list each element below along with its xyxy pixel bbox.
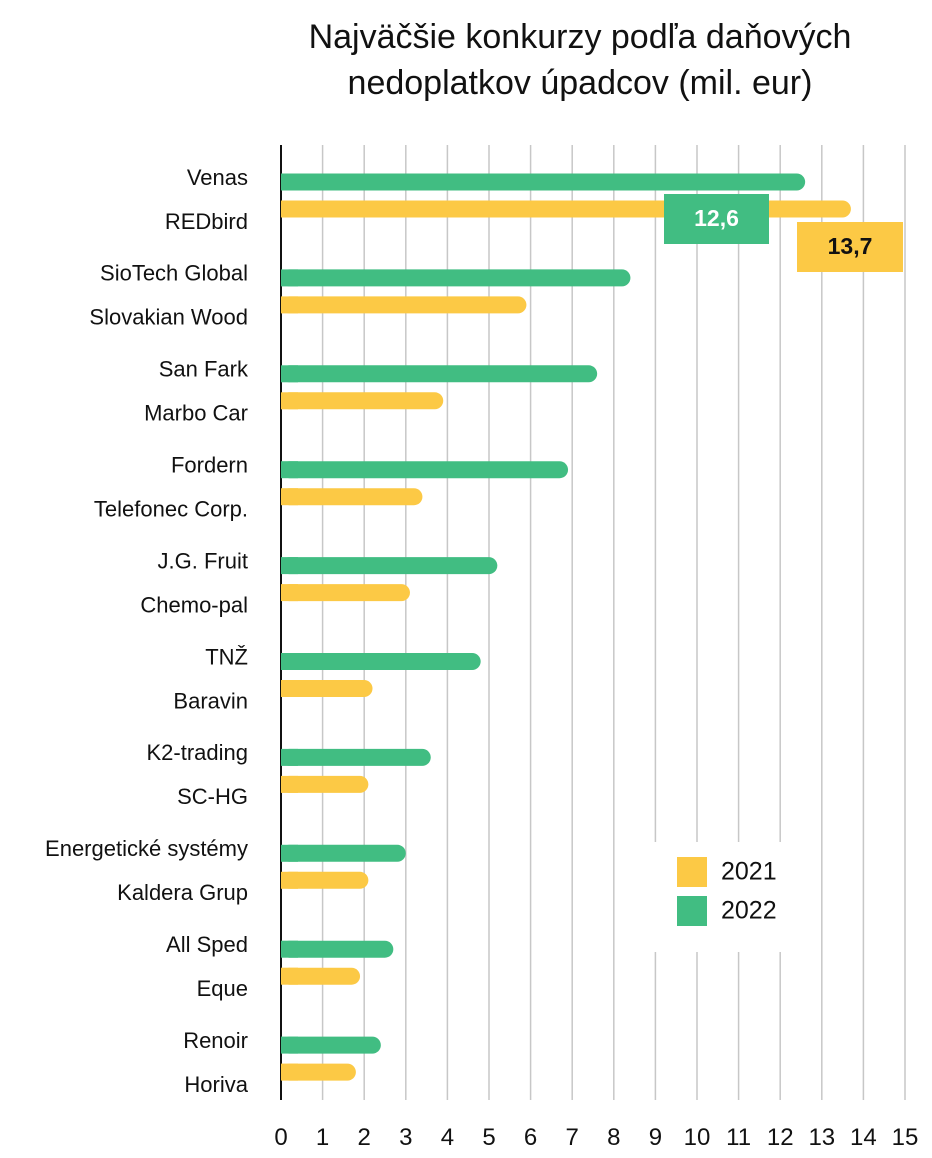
bar-eque — [281, 967, 361, 985]
category-label-energeticke-systemy: Energetické systémy — [45, 836, 248, 861]
x-tick-label-14: 14 — [850, 1124, 877, 1151]
x-tick-label-8: 8 — [607, 1124, 620, 1151]
annotation-box-2022 — [664, 194, 769, 244]
bar-slovakian-wood-base — [281, 296, 298, 314]
category-label-horiva: Horiva — [184, 1072, 248, 1097]
legend-swatch-2021 — [677, 857, 707, 887]
bar-tnz — [281, 653, 481, 670]
category-label-renoir: Renoir — [183, 1028, 248, 1053]
bar-eque-base — [281, 967, 298, 985]
bar-all-sped-base — [281, 940, 298, 958]
category-label-k2-trading: K2-trading — [146, 740, 248, 765]
bar-k2-trading — [281, 748, 431, 766]
legend-label-2021: 2021 — [721, 858, 777, 886]
bar-kaldera-grup — [281, 871, 369, 889]
x-tick-label-4: 4 — [441, 1124, 454, 1151]
category-label-san-fark: San Fark — [159, 357, 249, 382]
category-labels: Venas REDbird SioTech Global Slovakian Wood… — [45, 165, 249, 1097]
bar-venas-base — [281, 173, 298, 191]
bar-baravin-base — [281, 680, 298, 697]
x-tick-label-5: 5 — [482, 1124, 495, 1151]
x-axis-ticks: 0 1 2 3 4 5 6 7 8 9 10 11 12 13 14 15 — [274, 1124, 918, 1151]
x-tick-label-9: 9 — [649, 1124, 662, 1151]
bar-fordern-base — [281, 461, 298, 479]
x-tick-label-1: 1 — [316, 1124, 329, 1151]
chart-title-line-2: nedoplatkov úpadcov (mil. eur) — [347, 64, 813, 102]
category-label-chemo-pal: Chemo-pal — [140, 592, 248, 617]
x-tick-label-7: 7 — [566, 1124, 579, 1151]
annotation-label-2021: 13,7 — [828, 233, 873, 259]
bar-baravin — [281, 680, 373, 697]
bar-slovakian-wood — [281, 296, 527, 314]
x-tick-label-13: 13 — [808, 1124, 835, 1151]
legend-swatch-2022 — [677, 896, 707, 926]
bar-energeticke-systemy — [281, 844, 406, 862]
category-label-telefonec-corp: Telefonec Corp. — [94, 497, 248, 522]
bar-marbo-car-base — [281, 392, 298, 410]
bar-venas — [281, 173, 806, 191]
annotations: 12,6 13,7 — [664, 194, 903, 272]
legend-label-2022: 2022 — [721, 897, 777, 925]
x-tick-label-0: 0 — [274, 1124, 287, 1151]
bar-tnz-base — [281, 653, 298, 670]
bar-chemo-pal — [281, 584, 410, 602]
category-label-sc-hg: SC-HG — [177, 784, 248, 809]
chart-title: Najväčšie konkurzy podľa daňových nedopl… — [240, 14, 920, 106]
bar-horiva-base — [281, 1063, 298, 1081]
bar-kaldera-grup-base — [281, 871, 298, 889]
bar-energeticke-systemy-base — [281, 844, 298, 862]
bar-siotech-global-base — [281, 269, 298, 287]
annotation-box-2021 — [797, 222, 903, 272]
x-tick-label-15: 15 — [892, 1124, 919, 1151]
bar-siotech-global — [281, 269, 631, 287]
category-label-j-g-fruit: J.G. Fruit — [158, 548, 248, 573]
category-label-slovakian-wood: Slovakian Wood — [89, 305, 248, 330]
bar-san-fark — [281, 365, 598, 383]
category-label-siotech-global: SioTech Global — [100, 261, 248, 286]
bar-k2-trading-base — [281, 748, 298, 766]
legend-background — [650, 842, 800, 952]
bar-j-g-fruit — [281, 557, 498, 575]
x-tick-label-10: 10 — [684, 1124, 711, 1151]
bar-renoir-base — [281, 1036, 298, 1054]
category-label-tnz: TNŽ — [205, 644, 248, 669]
bar-telefonec-corp-base — [281, 488, 298, 506]
category-label-eque: Eque — [197, 976, 248, 1001]
x-tick-label-6: 6 — [524, 1124, 537, 1151]
bar-fordern — [281, 461, 569, 479]
category-label-baravin: Baravin — [173, 688, 248, 713]
x-tick-label-3: 3 — [399, 1124, 412, 1151]
chart-title-line-1: Najväčšie konkurzy podľa daňových — [308, 18, 852, 56]
bar-sc-hg-base — [281, 775, 298, 793]
bar-telefonec-corp — [281, 488, 423, 506]
x-tick-label-12: 12 — [767, 1124, 794, 1151]
category-label-marbo-car: Marbo Car — [144, 401, 248, 426]
bar-redbird-base — [281, 200, 298, 218]
x-tick-label-2: 2 — [358, 1124, 371, 1151]
category-label-redbird: REDbird — [165, 209, 248, 234]
bar-sc-hg — [281, 775, 369, 793]
bar-j-g-fruit-base — [281, 557, 298, 575]
category-label-venas: Venas — [187, 165, 248, 190]
category-label-all-sped: All Sped — [166, 932, 248, 957]
category-label-kaldera-grup: Kaldera Grup — [117, 880, 248, 905]
annotation-label-2022: 12,6 — [694, 205, 739, 231]
x-tick-label-11: 11 — [726, 1124, 751, 1151]
bar-san-fark-base — [281, 365, 298, 383]
bar-renoir — [281, 1036, 381, 1054]
bar-chemo-pal-base — [281, 584, 298, 602]
category-label-fordern: Fordern — [171, 453, 248, 478]
legend: 2021 2022 — [650, 842, 800, 952]
bar-horiva — [281, 1063, 356, 1081]
bar-marbo-car — [281, 392, 444, 410]
bar-all-sped — [281, 940, 394, 958]
